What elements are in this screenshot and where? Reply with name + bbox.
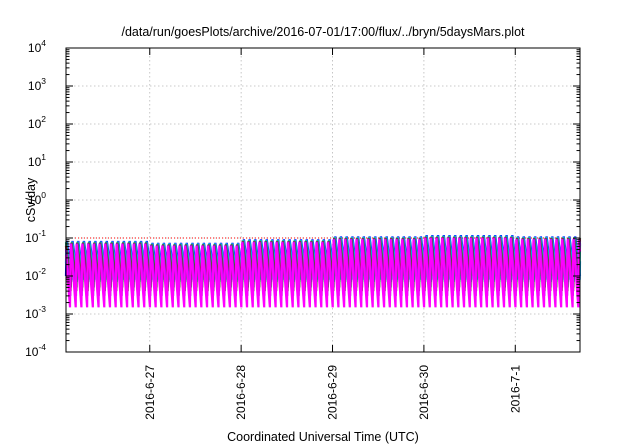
x-tick-label: 2016-7-1: [508, 365, 522, 413]
series-group: [64, 234, 582, 308]
chart-title: /data/run/goesPlots/archive/2016-07-01/1…: [121, 25, 525, 39]
x-axis-ticks: 2016-6-27 2016-6-28 2016-6-29 2016-6-30 2016…: [143, 48, 522, 420]
series-line: [64, 238, 582, 308]
y-tick-label: 10-2: [25, 266, 46, 283]
y-tick-label: 102: [28, 114, 46, 131]
x-tick-label: 2016-6-27: [143, 365, 157, 420]
x-axis-label: Coordinated Universal Time (UTC): [227, 430, 419, 444]
x-tick-label: 2016-6-29: [326, 365, 340, 420]
y-tick-label: 103: [28, 76, 46, 93]
y-tick-label: 10-4: [25, 342, 46, 359]
x-tick-label: 2016-6-30: [417, 365, 431, 420]
y-tick-label: 10-1: [25, 228, 46, 245]
y-tick-label: 100: [28, 190, 46, 207]
y-axis-label: cSv/day: [24, 177, 38, 222]
x-tick-label: 2016-6-28: [234, 365, 248, 420]
series-line: [64, 236, 582, 288]
y-tick-label: 101: [28, 152, 46, 169]
y-tick-label: 10-3: [25, 304, 46, 321]
y-tick-label: 104: [28, 38, 46, 55]
y-axis-ticks: 10-4 10-3 10-2 10-1 100 101 102 103 104: [25, 38, 580, 359]
